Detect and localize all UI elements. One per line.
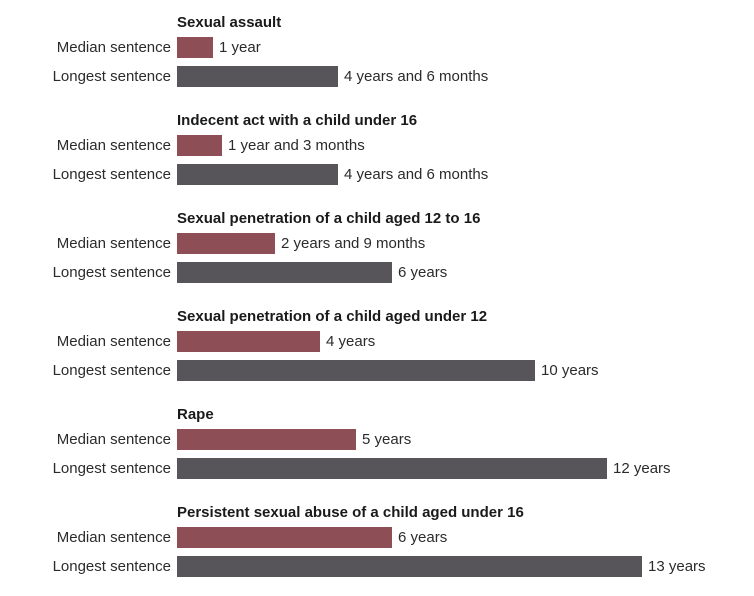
offence-group: Indecent act with a child under 16 Median… [0,112,754,185]
median-sentence-row: Median sentence 6 years [0,527,754,548]
median-sentence-row: Median sentence 2 years and 9 months [0,233,754,254]
longest-sentence-row: Longest sentence 13 years [0,556,754,577]
longest-sentence-bar [177,262,392,283]
longest-sentence-row: Longest sentence 4 years and 6 months [0,164,754,185]
median-sentence-bar [177,37,213,58]
median-sentence-value-label: 5 years [362,431,412,448]
median-sentence-row: Median sentence 4 years [0,331,754,352]
median-sentence-row-label: Median sentence [56,137,171,154]
longest-sentence-bar [177,66,338,87]
longest-sentence-value-label: 6 years [398,264,448,281]
longest-sentence-row-label: Longest sentence [52,166,171,183]
median-sentence-bar [177,527,392,548]
median-sentence-row: Median sentence 1 year and 3 months [0,135,754,156]
median-sentence-bar [177,233,275,254]
longest-sentence-row-label: Longest sentence [52,558,171,575]
longest-sentence-row: Longest sentence 6 years [0,262,754,283]
longest-sentence-row-label: Longest sentence [52,362,171,379]
median-sentence-bar [177,331,320,352]
longest-sentence-row-label: Longest sentence [52,68,171,85]
median-sentence-bar [177,135,222,156]
median-sentence-row-label: Median sentence [56,529,171,546]
offence-group: Sexual assault Median sentence 1 year Longe… [0,14,754,87]
median-sentence-row-label: Median sentence [56,39,171,56]
longest-sentence-value-label: 10 years [541,362,599,379]
longest-sentence-value-label: 13 years [648,558,706,575]
offence-group: Rape Median sentence 5 years Longest senten… [0,406,754,479]
longest-sentence-bar [177,164,338,185]
longest-sentence-bar [177,360,535,381]
offence-group: Sexual penetration of a child aged under… [0,308,754,381]
median-sentence-bar [177,429,356,450]
longest-sentence-value-label: 4 years and 6 months [344,68,489,85]
median-sentence-value-label: 2 years and 9 months [281,235,426,252]
longest-sentence-value-label: 4 years and 6 months [344,166,489,183]
offence-title: Indecent act with a child under 16 [177,112,418,129]
median-sentence-value-label: 6 years [398,529,448,546]
longest-sentence-row: Longest sentence 10 years [0,360,754,381]
median-sentence-row: Median sentence 1 year [0,37,754,58]
offence-title: Sexual penetration of a child aged 12 to… [177,210,481,227]
offence-title: Sexual assault [177,14,282,31]
median-sentence-row-label: Median sentence [56,235,171,252]
offence-group: Sexual penetration of a child aged 12 to… [0,210,754,283]
longest-sentence-bar [177,458,607,479]
offence-title: Persistent sexual abuse of a child aged … [177,504,524,521]
longest-sentence-row: Longest sentence 12 years [0,458,754,479]
offence-group: Persistent sexual abuse of a child aged … [0,504,754,577]
offence-title: Rape [177,406,214,423]
median-sentence-value-label: 1 year and 3 months [228,137,365,154]
median-sentence-row-label: Median sentence [56,431,171,448]
longest-sentence-bar [177,556,642,577]
longest-sentence-row: Longest sentence 4 years and 6 months [0,66,754,87]
longest-sentence-row-label: Longest sentence [52,264,171,281]
median-sentence-value-label: 1 year [219,39,261,56]
offence-title: Sexual penetration of a child aged under… [177,308,488,325]
median-sentence-row: Median sentence 5 years [0,429,754,450]
median-sentence-value-label: 4 years [326,333,376,350]
longest-sentence-row-label: Longest sentence [52,460,171,477]
median-sentence-row-label: Median sentence [56,333,171,350]
longest-sentence-value-label: 12 years [613,460,671,477]
